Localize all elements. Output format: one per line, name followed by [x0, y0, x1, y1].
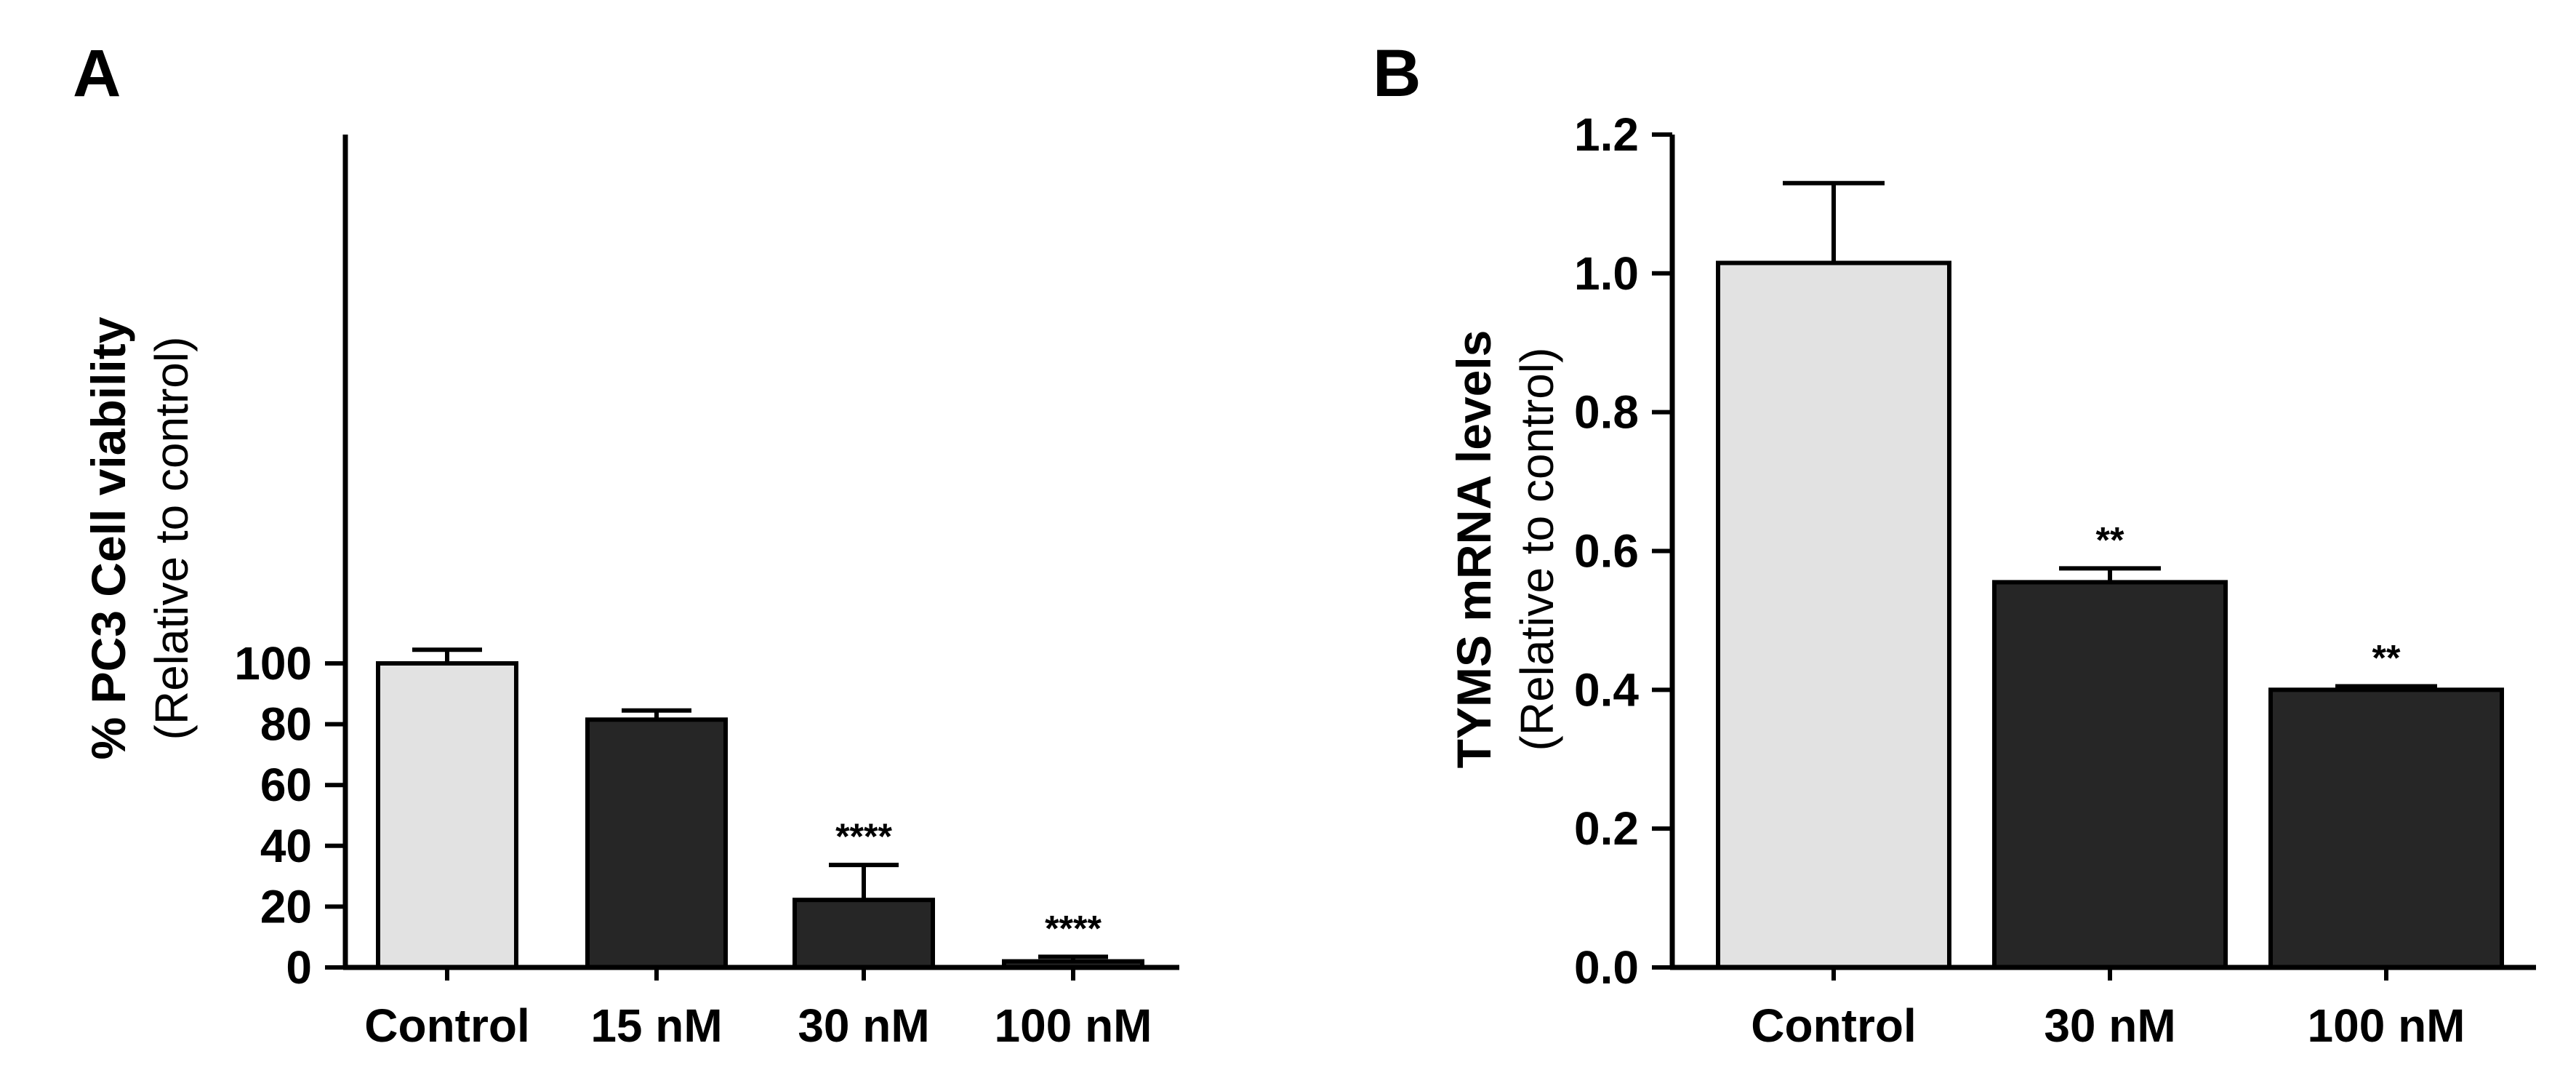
- panel-b-bar-control: [1716, 260, 1951, 970]
- panel-a-x-tick-label: 15 nM: [590, 999, 722, 1052]
- panel-a-y-tick-label: 20: [260, 880, 312, 933]
- panel-a-x-tick-label: 30 nM: [798, 999, 929, 1052]
- panel-a-error-bar-100-nm: [1038, 954, 1108, 962]
- panel-a-x-tick-label: 100 nM: [995, 999, 1152, 1052]
- panel-a-significance-30-nm: ****: [835, 816, 892, 857]
- panel-b-y-tick-label: 0.6: [1574, 524, 1639, 577]
- panel-b-error-bar-100-nm: [2335, 684, 2437, 690]
- panel-b-significance-labels: ** **: [2096, 519, 2401, 678]
- panel-a-significance-100-nm: ****: [1045, 908, 1102, 949]
- panel-b-bar-30-nm: [1992, 580, 2228, 970]
- panel-b-y-tick-label: 1.2: [1574, 108, 1639, 161]
- panel-b-bar-100-nm: [2268, 687, 2504, 970]
- panel-b-x-tick-label: Control: [1751, 999, 1917, 1052]
- panel-b-y-tick-label: 1.0: [1574, 247, 1639, 300]
- panel-a-bar-30-nm: [793, 898, 935, 970]
- panel-b-letter: B: [1373, 36, 1421, 111]
- panel-b-significance-100-nm: **: [2372, 638, 2401, 679]
- panel-a-significance-labels: **** ****: [835, 816, 1102, 949]
- panel-b-y-axis-label: TYMS mRNA levels: [1447, 330, 1501, 769]
- panel-b-x-tick-label: 30 nM: [2044, 999, 2175, 1052]
- panel-b-y-ticks: 0.0 0.2 0.4 0.6 0.8 1.0 1.2: [1574, 108, 1672, 994]
- panel-b-y-axis-label-group: TYMS mRNA levels (Relative to control): [1447, 330, 1563, 769]
- panel-b-x-tick-label: 100 nM: [2308, 999, 2465, 1052]
- panel-b-error-bar-control: [1783, 180, 1885, 263]
- panel-a-error-bar-15-nm: [622, 708, 691, 720]
- panel-a-y-tick-label: 0: [286, 941, 312, 994]
- panel-b-bar-chart: B TYMS mRNA levels (Relative to control)…: [1373, 36, 2536, 1052]
- panel-b-error-bar-30-nm: [2059, 566, 2161, 583]
- panel-a-x-tick-labels: Control 15 nM 30 nM 100 nM: [364, 999, 1152, 1052]
- panel-b-bars: [1716, 260, 2504, 970]
- panel-b-y-axis-sublabel: (Relative to control): [1511, 348, 1563, 751]
- panel-b-y-tick-label: 0.0: [1574, 941, 1639, 994]
- panel-a-y-tick-label: 80: [260, 698, 312, 751]
- panel-b-y-tick-label: 0.2: [1574, 802, 1639, 855]
- panel-a-letter: A: [73, 36, 121, 111]
- panel-a-error-bars: [412, 647, 1108, 962]
- panel-b-error-bars: [1783, 180, 2437, 690]
- panel-a-bars: [376, 661, 1144, 970]
- panel-a-error-bar-control: [412, 647, 482, 663]
- panel-b-x-tick-labels: Control 30 nM 100 nM: [1751, 999, 2465, 1052]
- panel-b-y-tick-label: 0.8: [1574, 386, 1639, 439]
- panel-a-y-tick-label: 40: [260, 820, 312, 872]
- panel-a-y-axis-label: % PC3 Cell viability: [81, 316, 135, 759]
- panel-a-y-axis-sublabel: (Relative to control): [145, 337, 198, 740]
- panel-a-axes: [342, 135, 1179, 981]
- panel-a-error-bar-30-nm: [829, 863, 899, 901]
- panel-a-y-axis-label-group: % PC3 Cell viability (Relative to contro…: [81, 316, 198, 759]
- panel-a-y-ticks: 0 20 40 60 80 100: [234, 637, 345, 994]
- panel-b-significance-30-nm: **: [2096, 519, 2124, 560]
- panel-a-x-tick-label: Control: [364, 999, 530, 1052]
- panel-a-bar-control: [376, 661, 518, 970]
- panel-a-y-tick-label: 60: [260, 759, 312, 811]
- panel-a-bar-chart: A % PC3 Cell viability (Relative to cont…: [73, 36, 1179, 1052]
- panel-a-y-tick-label: 100: [234, 637, 312, 690]
- panel-a-bar-15-nm: [585, 717, 728, 970]
- panel-b-y-tick-label: 0.4: [1574, 663, 1639, 716]
